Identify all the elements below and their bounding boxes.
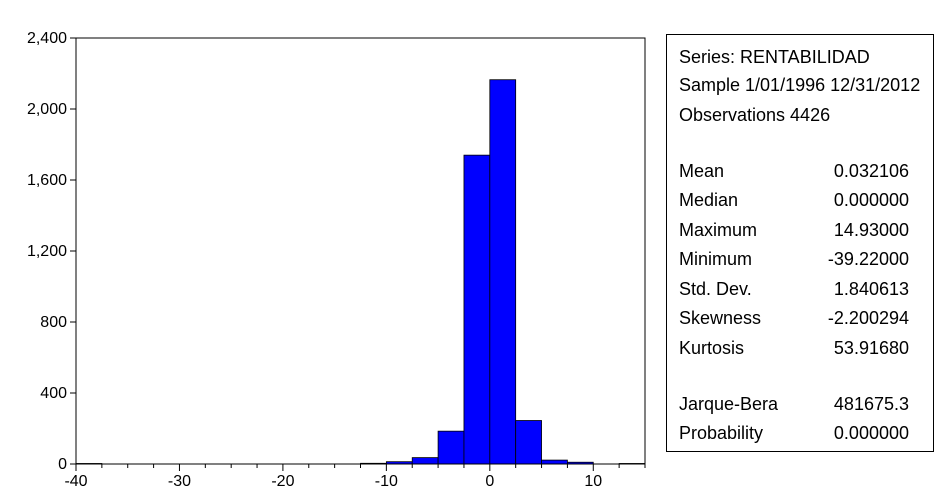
stat-label: Probability [679, 423, 764, 443]
sample-range: Sample 1/01/1996 12/31/2012 [679, 75, 921, 95]
stat-value: 14.93000 [833, 220, 909, 240]
stat-row-jarque-bera: Jarque-Bera 481675.3 [679, 394, 919, 418]
x-tick-label: -10 [375, 473, 398, 490]
y-tick-label: 800 [40, 314, 67, 331]
histogram-bar [489, 79, 517, 465]
x-axis: -40 -30 -20 -10 0 10 [64, 464, 646, 490]
stat-row-probability: Probability 0.000000 [679, 423, 919, 447]
x-tick-label: -20 [271, 473, 294, 490]
stat-label: Skewness [679, 308, 762, 328]
x-tick-label: 10 [584, 473, 602, 490]
stat-value: 1.840613 [833, 279, 909, 299]
stat-value: 53.91680 [833, 338, 909, 358]
stat-value: -39.22000 [827, 249, 909, 269]
stat-label: Mean [679, 161, 725, 181]
stat-row-mean: Mean 0.032106 [679, 161, 919, 185]
stat-label: Median [679, 190, 739, 210]
stat-value: 0.000000 [833, 423, 909, 443]
stat-value: 0.000000 [833, 190, 909, 210]
observations-count: Observations 4426 [679, 105, 831, 125]
stat-row-maximum: Maximum 14.93000 [679, 220, 919, 244]
x-tick-label: 0 [485, 473, 494, 490]
histogram-bar [541, 459, 568, 465]
y-tick-label: 1,600 [27, 172, 67, 189]
y-axis: 0 400 800 1,200 1,600 2,000 2,400 [27, 30, 76, 473]
stat-row-skewness: Skewness -2.200294 [679, 308, 919, 332]
stat-row-kurtosis: Kurtosis 53.91680 [679, 338, 919, 362]
plot-area-frame [75, 37, 646, 465]
histogram-bar [411, 457, 439, 465]
stat-value: 0.032106 [833, 161, 909, 181]
stat-row-std-dev: Std. Dev. 1.840613 [679, 279, 919, 303]
series-name: Series: RENTABILIDAD [679, 47, 870, 67]
stat-label: Jarque-Bera [679, 394, 779, 414]
stat-row-median: Median 0.000000 [679, 190, 919, 214]
y-tick-label: 400 [40, 385, 67, 402]
x-tick-label: -40 [64, 473, 87, 490]
histogram-bar [515, 420, 542, 465]
stat-row-minimum: Minimum -39.22000 [679, 249, 919, 273]
y-tick-label: 2,400 [27, 30, 67, 47]
x-tick-label: -30 [168, 473, 191, 490]
histogram-bar [463, 154, 491, 465]
histogram-bar [437, 430, 465, 465]
y-tick-label: 1,200 [27, 243, 67, 260]
histogram-bars [75, 79, 646, 465]
stat-label: Std. Dev. [679, 279, 752, 299]
stat-label: Kurtosis [679, 338, 745, 358]
stat-label: Maximum [679, 220, 758, 240]
stat-value: -2.200294 [827, 308, 909, 328]
y-tick-label: 0 [58, 456, 67, 473]
y-tick-label: 2,000 [27, 101, 67, 118]
stat-label: Minimum [679, 249, 753, 269]
descriptive-statistics-panel: Series: RENTABILIDAD Sample 1/01/1996 12… [666, 34, 934, 452]
stat-value: 481675.3 [833, 394, 909, 414]
